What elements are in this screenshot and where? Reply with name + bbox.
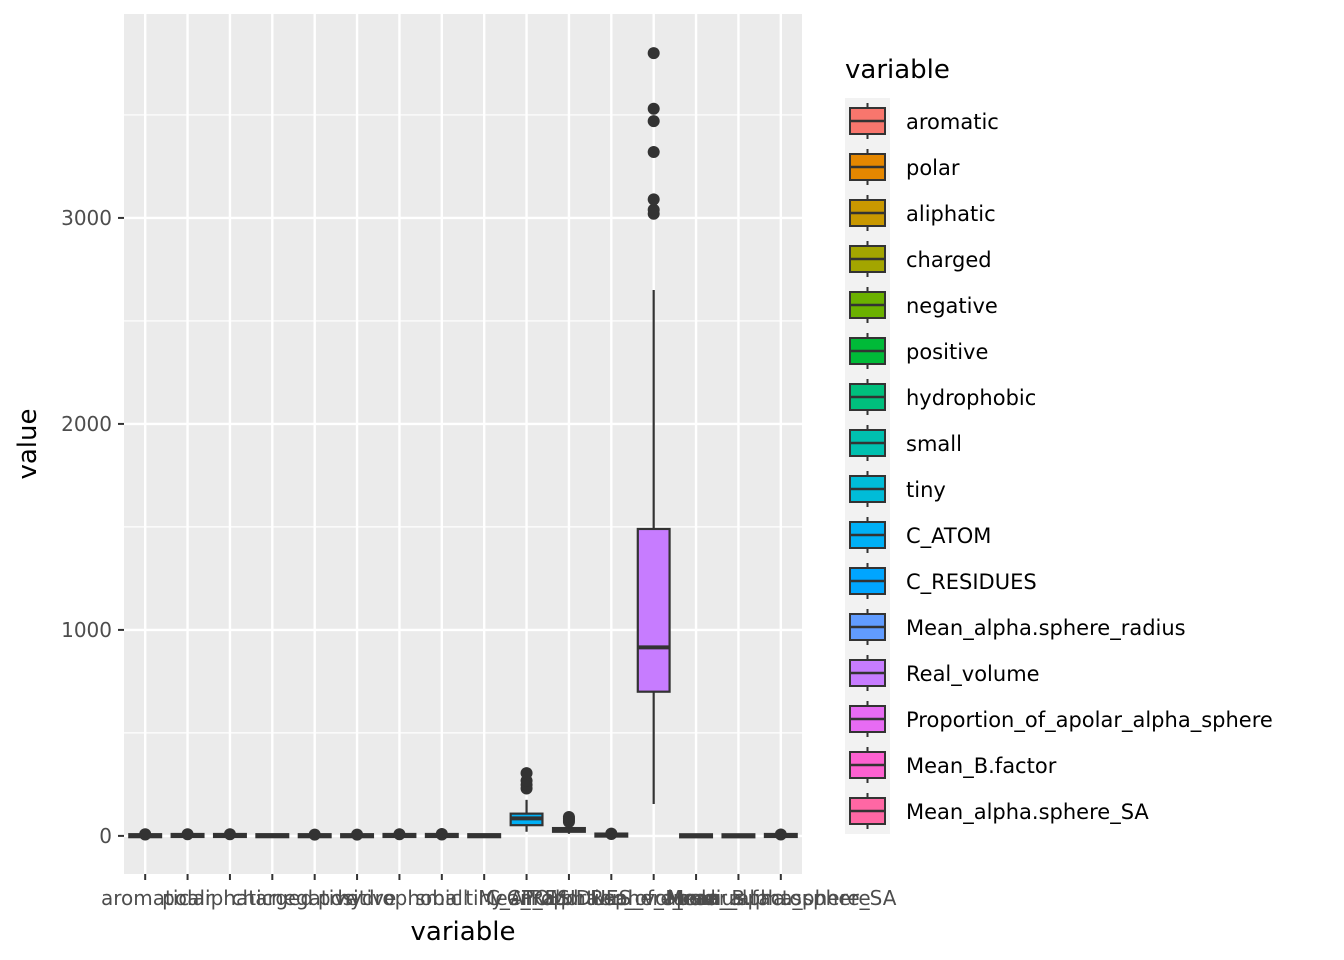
legend-item-aliphatic: aliphatic [845, 190, 996, 236]
x-tick-label: aliphatic [187, 886, 272, 910]
legend-item-positive: positive [845, 328, 988, 374]
outlier-point [647, 193, 660, 206]
legend-label: C_RESIDUES [906, 570, 1037, 595]
legend-label: negative [906, 294, 998, 318]
x-tick-label: positive [318, 886, 396, 910]
legend-item-small: small [845, 420, 962, 466]
box-aromatic [128, 828, 163, 841]
outlier-point [181, 828, 194, 841]
legend-item-Mean_B.factor: Mean_B.factor [845, 742, 1057, 788]
x-tick-label: charged [232, 886, 314, 910]
legend-title: variable [845, 55, 950, 85]
x-tick-label: Mean_alpha.sphere_SA [665, 886, 897, 910]
outlier-point [139, 828, 152, 841]
boxes-layer [128, 47, 798, 841]
plot-panel [124, 14, 802, 874]
outlier-point [223, 828, 236, 841]
y-tick-label: 2000 [61, 412, 112, 436]
x-tick-label: aromatic [101, 886, 189, 910]
legend-label: Mean_B.factor [906, 754, 1057, 779]
y-axis: 0 1000 2000 3000 [61, 206, 124, 848]
legend-item-polar: polar [845, 144, 960, 190]
legend-label: C_ATOM [906, 524, 991, 549]
legend-label: charged [906, 248, 992, 272]
legend-label: Proportion_of_apolar_alpha_sphere [906, 708, 1273, 733]
outlier-point [308, 828, 321, 841]
legend-item-charged: charged [845, 236, 992, 282]
box-small [424, 828, 459, 841]
x-tick-label: hydrophobic [337, 886, 461, 910]
outlier-point [351, 828, 364, 841]
outlier-point [435, 828, 448, 841]
box-Proportion_of_apolar_alpha_sphere [679, 833, 714, 839]
box-aliphatic [212, 828, 247, 841]
legend: variable aromatic polar aliphatic charged ne… [845, 55, 1273, 834]
x-tick-label: polar [162, 886, 214, 910]
x-tick-label: Mean_alpha.sphere_radius [478, 886, 744, 910]
legend-label: polar [906, 156, 960, 180]
outlier-point [562, 810, 575, 823]
legend-item-tiny: tiny [845, 466, 946, 512]
outlier-point [647, 47, 660, 60]
y-tick-label: 3000 [61, 206, 112, 230]
outlier-point [520, 767, 533, 780]
x-tick-label: C_ATOM [486, 886, 567, 910]
y-tick-label: 1000 [61, 618, 112, 642]
legend-item-negative: negative [845, 282, 998, 328]
legend-item-Proportion_of_apolar_alpha_sphere: Proportion_of_apolar_alpha_sphere [845, 696, 1273, 742]
box-C_ATOM [509, 767, 544, 832]
legend-item-Mean_alpha.sphere_SA: Mean_alpha.sphere_SA [845, 788, 1149, 834]
y-axis-title: value [13, 408, 43, 479]
x-tick-label: small [415, 886, 468, 910]
legend-label: aromatic [906, 110, 999, 134]
legend-item-Real_volume: Real_volume [845, 650, 1040, 696]
outlier-point [647, 115, 660, 128]
legend-item-C_RESIDUES: C_RESIDUES [845, 558, 1037, 604]
box-tiny [467, 833, 502, 839]
legend-label: small [906, 432, 962, 456]
major-gridlines [124, 14, 802, 874]
legend-item-C_ATOM: C_ATOM [845, 512, 991, 558]
box-Mean_B.factor [721, 833, 756, 839]
y-tick-label: 0 [99, 824, 112, 848]
box-iqr [636, 527, 671, 693]
legend-item-hydrophobic: hydrophobic [845, 374, 1036, 420]
legend-label: Real_volume [906, 662, 1040, 687]
x-tick-label: Real_volume [590, 886, 717, 910]
box-Real_volume [636, 47, 671, 804]
box-Mean_alpha.sphere_SA [763, 828, 798, 841]
legend-item-Mean_alpha.sphere_radius: Mean_alpha.sphere_radius [845, 604, 1186, 650]
x-tick-label: C_RESIDUES [507, 886, 631, 910]
outlier-point [647, 203, 660, 216]
legend-label: aliphatic [906, 202, 996, 226]
legend-label: positive [906, 340, 988, 364]
box-hydrophobic [382, 828, 417, 841]
outlier-point [393, 828, 406, 841]
x-axis-title: variable [411, 917, 516, 947]
x-axis: aromaticpolaraliphaticchargednegativepos… [101, 874, 897, 910]
legend-label: hydrophobic [906, 386, 1036, 410]
legend-label: Mean_alpha.sphere_radius [906, 616, 1186, 641]
outlier-point [605, 827, 618, 840]
x-tick-label: tiny [465, 886, 503, 910]
box-charged [255, 833, 290, 839]
box-Mean_alpha.sphere_radius [594, 827, 629, 841]
outlier-point [774, 828, 787, 841]
box-C_RESIDUES [551, 810, 586, 834]
x-tick-label: Proportion_of_apolar_alpha_sphere [521, 886, 870, 910]
box-polar [170, 828, 205, 841]
box-negative [297, 828, 332, 841]
outlier-point [647, 146, 660, 159]
legend-label: Mean_alpha.sphere_SA [906, 800, 1149, 825]
legend-item-aromatic: aromatic [845, 98, 999, 144]
x-tick-label: Mean_B.factor [667, 886, 811, 910]
minor-gridlines [124, 114, 802, 734]
outlier-point [647, 102, 660, 115]
x-tick-label: negative [271, 886, 358, 910]
box-positive [340, 828, 375, 841]
legend-label: tiny [906, 478, 946, 502]
